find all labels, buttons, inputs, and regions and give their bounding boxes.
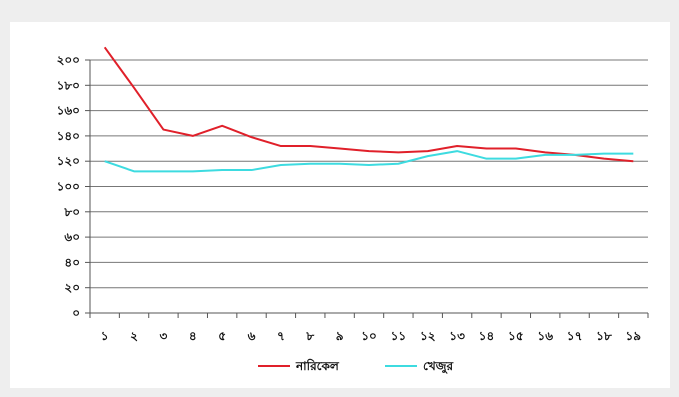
y-tick-label: ১৮০ bbox=[57, 78, 80, 92]
y-tick-label: ২০০ bbox=[57, 53, 80, 67]
y-tick-label: ১০০ bbox=[57, 180, 80, 194]
x-tick-label: ১৬ bbox=[537, 329, 553, 343]
series-line bbox=[103, 46, 634, 163]
y-tick-label: ৮০ bbox=[63, 205, 80, 219]
x-tick-label: ২ bbox=[130, 329, 138, 343]
y-tick-label: ১৪০ bbox=[57, 129, 80, 143]
y-tick-label: ০ bbox=[72, 306, 80, 320]
x-tick-label: ৪ bbox=[189, 329, 197, 343]
x-tick-label: ১০ bbox=[361, 329, 377, 343]
x-tick-label: ৮ bbox=[305, 329, 314, 343]
y-tick-label: ২০ bbox=[64, 281, 80, 295]
x-axis: ১ ২ ৩ ৪ ৫ ৬ ৭ ৮ ৯ ১০ ১১ ১২ ১৩ ১৪ ১৫ ১৬ ১৭ ১৮ ১৯ bbox=[89, 313, 649, 343]
y-tick-label: ১৬০ bbox=[57, 104, 80, 118]
x-tick-label: ১৫ bbox=[508, 329, 524, 343]
legend-label: খেজুর bbox=[423, 359, 453, 375]
gridlines bbox=[90, 59, 648, 314]
x-tick-label: ১৮ bbox=[596, 329, 612, 343]
y-axis: ০ ২০ ৪০ ৬০ ৮০ ১০০ ১২০ ১৪০ ১৬০ ১৮০ ২০০ bbox=[57, 53, 91, 320]
x-tick-label: ১২ bbox=[420, 329, 436, 343]
legend: নারিকেল খেজুর bbox=[258, 358, 453, 375]
series-lines bbox=[103, 46, 634, 173]
x-tick-label: ১৯ bbox=[626, 329, 642, 343]
x-tick-label: ১ bbox=[101, 329, 109, 343]
series-line bbox=[104, 150, 634, 173]
x-tick-label: ১১ bbox=[391, 329, 407, 343]
x-tick-label: ৬ bbox=[248, 329, 256, 343]
legend-label: নারিকেল bbox=[295, 358, 340, 373]
x-tick-label: ১৭ bbox=[567, 329, 583, 343]
x-tick-label: ১৪ bbox=[479, 329, 495, 343]
x-tick-label: ১৩ bbox=[449, 329, 465, 343]
x-tick-label: ৯ bbox=[336, 329, 344, 343]
y-tick-label: ১২০ bbox=[57, 154, 80, 168]
y-tick-label: ৬০ bbox=[64, 230, 80, 244]
x-tick-label: ৭ bbox=[277, 329, 285, 343]
x-tick-label: ৫ bbox=[218, 329, 226, 343]
y-tick-label: ৪০ bbox=[64, 255, 80, 269]
chart-panel bbox=[10, 22, 670, 388]
x-tick-label: ৩ bbox=[160, 329, 168, 343]
